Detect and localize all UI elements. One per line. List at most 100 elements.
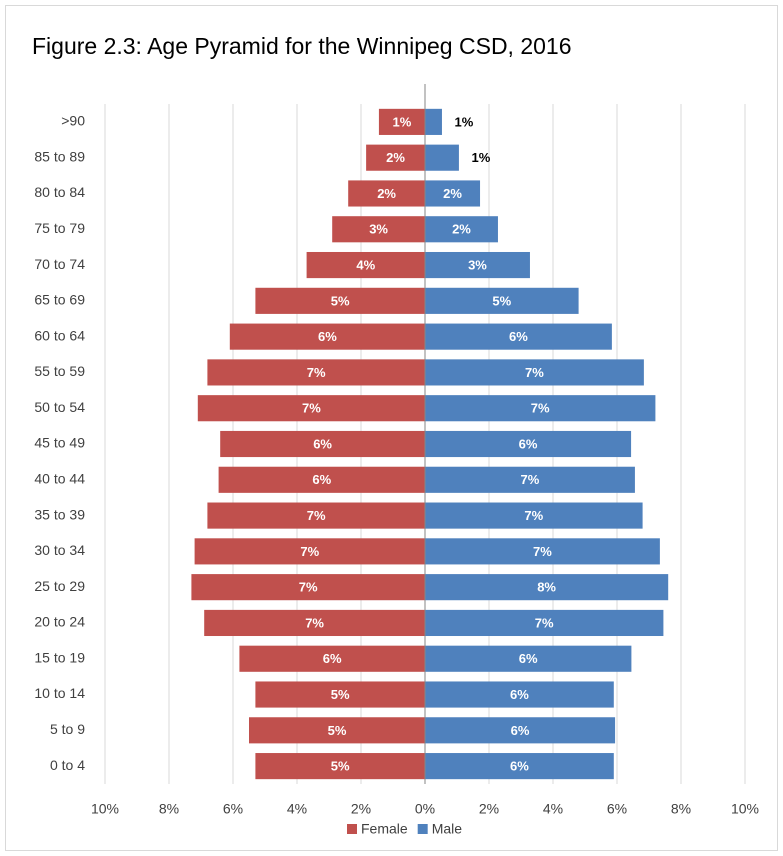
y-tick-label: 20 to 24 [34,614,85,630]
bar [425,645,632,672]
chart-title: Figure 2.3: Age Pyramid for the Winnipeg… [32,33,572,59]
bar [204,609,425,637]
value-label: 7% [531,401,550,416]
bar [425,287,579,314]
value-label: 6% [510,687,529,702]
bar [306,251,425,279]
y-tick-label: 0 to 4 [50,757,85,773]
value-label: 6% [510,759,529,774]
bar [207,502,425,529]
bar [425,359,644,386]
value-label: 1% [455,114,474,129]
bar [366,144,425,171]
legend-swatch [417,824,428,834]
value-label: 7% [300,544,319,559]
bar [220,430,425,458]
value-label: 8% [537,580,556,595]
bar [348,180,425,207]
bar [425,717,616,744]
value-label: 6% [312,472,331,487]
value-label: 5% [331,293,350,308]
bar [249,717,425,744]
bar [191,574,425,601]
value-label: 7% [305,615,324,630]
y-tick-label: 75 to 79 [34,220,85,236]
value-label: 7% [521,472,540,487]
y-tick-label: 80 to 84 [34,184,85,200]
y-tick-label: 35 to 39 [34,506,85,522]
legend-label: Male [432,821,463,837]
value-label: 6% [323,651,342,666]
x-tick-label: 4% [287,801,307,817]
value-label: 6% [519,436,538,451]
value-label: 7% [524,508,543,523]
bar [255,753,425,780]
bar [425,538,660,565]
legend-swatch [347,824,357,834]
y-tick-label: 25 to 29 [34,578,85,594]
bar [425,574,669,601]
x-tick-label: 6% [223,801,243,817]
value-label: 7% [299,580,318,595]
bar [425,430,632,458]
y-tick-label: 70 to 74 [34,256,85,272]
bar [255,287,425,314]
value-label: 7% [307,365,326,380]
value-label: 2% [443,186,462,201]
bar [425,108,442,135]
x-tick-label: 2% [479,801,499,817]
value-label: 2% [452,222,471,237]
x-tick-label: 2% [351,801,371,817]
bar [425,395,656,422]
bar [425,466,635,493]
value-label: 7% [535,615,554,630]
value-label: 2% [377,186,396,201]
bar [255,681,425,708]
value-label: 6% [318,329,337,344]
bar [332,216,425,243]
value-label: 7% [525,365,544,380]
value-label: 5% [328,723,347,738]
x-tick-label: 0% [415,801,435,817]
bar [425,216,498,243]
value-label: 3% [468,257,487,272]
value-label: 7% [302,401,321,416]
bar [425,502,643,529]
bar [378,108,425,135]
y-tick-label: 50 to 54 [34,399,85,415]
bar [194,538,425,565]
y-tick-label: 55 to 59 [34,363,85,379]
value-label: 1% [393,114,412,129]
bar [239,645,425,672]
bar [425,609,664,637]
x-tick-label: 6% [607,801,627,817]
value-label: 6% [313,436,332,451]
value-label: 5% [331,687,350,702]
bar [425,323,612,350]
x-tick-label: 4% [543,801,563,817]
value-label: 7% [533,544,552,559]
value-label: 6% [509,329,528,344]
x-tick-label: 10% [91,801,119,817]
value-label: 4% [356,257,375,272]
y-tick-label: 60 to 64 [34,327,85,343]
value-label: 7% [307,508,326,523]
x-tick-label: 8% [159,801,179,817]
bar [425,681,614,708]
x-tick-label: 10% [731,801,759,817]
legend-label: Female [361,821,408,837]
bar [425,753,614,780]
value-label: 3% [369,222,388,237]
value-label: 6% [519,651,538,666]
y-tick-label: 45 to 49 [34,435,85,451]
value-label: 2% [386,150,405,165]
y-tick-label: 30 to 34 [34,542,85,558]
bar [425,144,459,171]
bar [229,323,425,350]
value-label: 5% [331,759,350,774]
value-label: 1% [472,150,491,165]
y-tick-label: >90 [61,113,85,129]
bar [218,466,425,493]
y-tick-label: 40 to 44 [34,470,85,486]
